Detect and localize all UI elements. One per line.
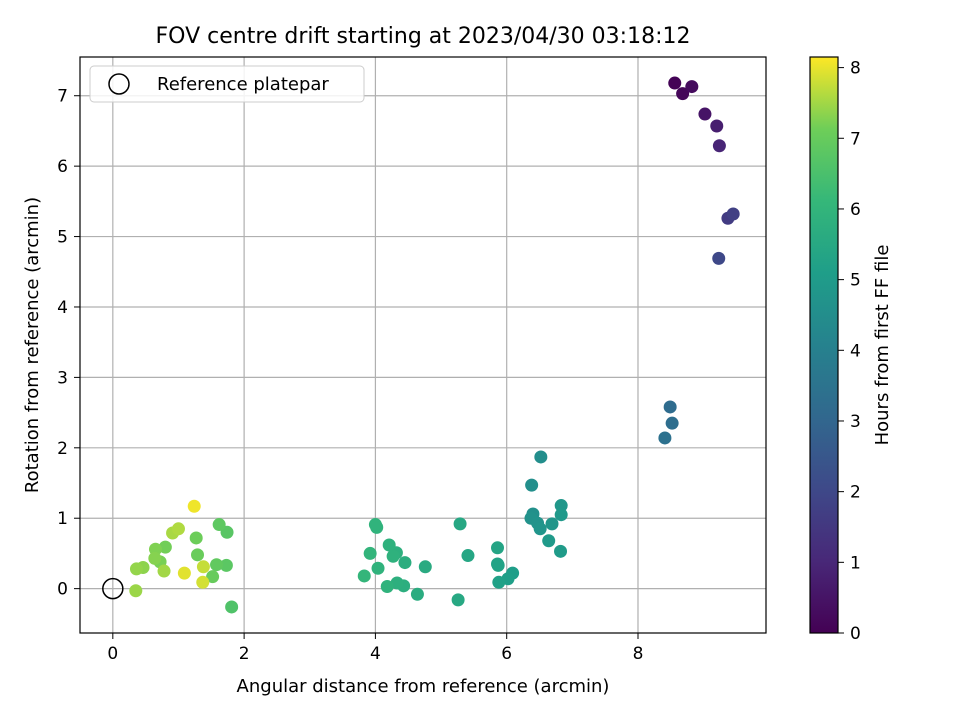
- data-point: [177, 566, 191, 580]
- data-point: [676, 87, 690, 101]
- colorbar: 0 1 2 3 4 5 6 7 8 Hours from first FF file: [809, 56, 893, 644]
- data-point: [698, 107, 712, 121]
- data-point: [492, 575, 506, 589]
- data-point: [491, 541, 505, 555]
- data-point: [665, 416, 679, 430]
- y-axis-label: Rotation from reference (arcmin): [22, 197, 43, 493]
- y-tick-label: 2: [57, 439, 68, 459]
- data-point: [658, 431, 672, 445]
- data-point: [453, 517, 467, 531]
- data-point: [371, 561, 385, 575]
- data-point: [712, 251, 726, 265]
- colorbar-tick-label: 3: [850, 412, 861, 432]
- data-point: [712, 139, 726, 153]
- data-point: [187, 499, 201, 513]
- data-point: [554, 508, 568, 522]
- reference-point: [102, 577, 124, 600]
- y-tick-label: 4: [57, 298, 68, 318]
- colorbar-label: Hours from first FF file: [872, 245, 893, 446]
- data-point: [189, 531, 203, 545]
- legend-label-reference: Reference platepar: [157, 74, 329, 95]
- data-point: [386, 549, 400, 563]
- data-point: [206, 570, 220, 584]
- data-point: [668, 76, 682, 90]
- y-tick-label: 0: [57, 580, 68, 600]
- data-point: [461, 549, 475, 563]
- data-point: [210, 558, 224, 572]
- data-point: [398, 556, 412, 570]
- y-tick-label: 3: [57, 368, 68, 388]
- data-point: [148, 551, 162, 565]
- data-point: [685, 80, 699, 94]
- data-point: [219, 558, 233, 572]
- y-tick-label: 5: [57, 228, 68, 248]
- y-tick-label: 6: [57, 157, 68, 177]
- data-point: [390, 576, 404, 590]
- data-point: [710, 119, 724, 133]
- chart-title: FOV centre drift starting at 2023/04/30 …: [156, 24, 691, 49]
- plot-frame: [79, 56, 767, 634]
- data-point: [663, 400, 677, 414]
- x-axis-label: Angular distance from reference (arcmin): [237, 676, 610, 697]
- data-point: [191, 548, 205, 562]
- x-tick-label: 4: [370, 644, 381, 664]
- data-point: [196, 560, 210, 574]
- data-point: [225, 600, 239, 614]
- data-point: [129, 562, 143, 576]
- data-point: [171, 522, 185, 536]
- colorbar-ticks: 0 1 2 3 4 5 6 7 8: [838, 59, 861, 644]
- x-tick-label: 0: [107, 644, 118, 664]
- colorbar-tick-label: 0: [850, 624, 861, 644]
- colorbar-tick-label: 8: [850, 59, 861, 79]
- colorbar-tick-label: 1: [850, 553, 861, 573]
- data-point: [726, 207, 740, 221]
- y-axis-ticks: 0 1 2 3 4 5 6 7: [57, 87, 80, 600]
- data-point: [533, 522, 547, 536]
- gridlines: [80, 57, 766, 633]
- colorbar-tick-label: 2: [850, 483, 861, 503]
- x-tick-label: 8: [633, 644, 644, 664]
- y-tick-label: 7: [57, 87, 68, 107]
- colorbar-gradient: [809, 56, 839, 634]
- data-point: [534, 450, 548, 464]
- data-point: [382, 538, 396, 552]
- data-point: [554, 499, 568, 513]
- data-point: [542, 534, 556, 548]
- data-point: [357, 569, 371, 583]
- data-point: [380, 580, 394, 594]
- data-point: [196, 575, 210, 589]
- colorbar-tick-label: 5: [850, 271, 861, 291]
- data-point: [129, 584, 143, 598]
- legend-marker-reference: [108, 73, 130, 95]
- reference-marker: [102, 577, 124, 600]
- x-tick-label: 2: [239, 644, 250, 664]
- colorbar-tick-label: 6: [850, 200, 861, 220]
- x-axis-ticks: 0 2 4 6 8: [107, 633, 643, 664]
- data-point: [451, 593, 465, 607]
- x-tick-label: 6: [501, 644, 512, 664]
- data-point: [158, 540, 172, 554]
- colorbar-tick-label: 4: [850, 341, 861, 361]
- data-point: [157, 564, 171, 578]
- data-point: [410, 587, 424, 601]
- data-point: [212, 518, 226, 532]
- data-point: [418, 560, 432, 574]
- data-point: [525, 478, 539, 492]
- legend-box: [89, 65, 365, 103]
- data-point: [554, 544, 568, 558]
- data-point: [363, 546, 377, 560]
- y-tick-label: 1: [57, 509, 68, 529]
- colorbar-tick-label: 7: [850, 129, 861, 149]
- data-point: [491, 558, 505, 572]
- data-points: [129, 76, 740, 614]
- data-point: [545, 517, 559, 531]
- legend: Reference platepar: [89, 65, 365, 103]
- data-point: [368, 518, 382, 532]
